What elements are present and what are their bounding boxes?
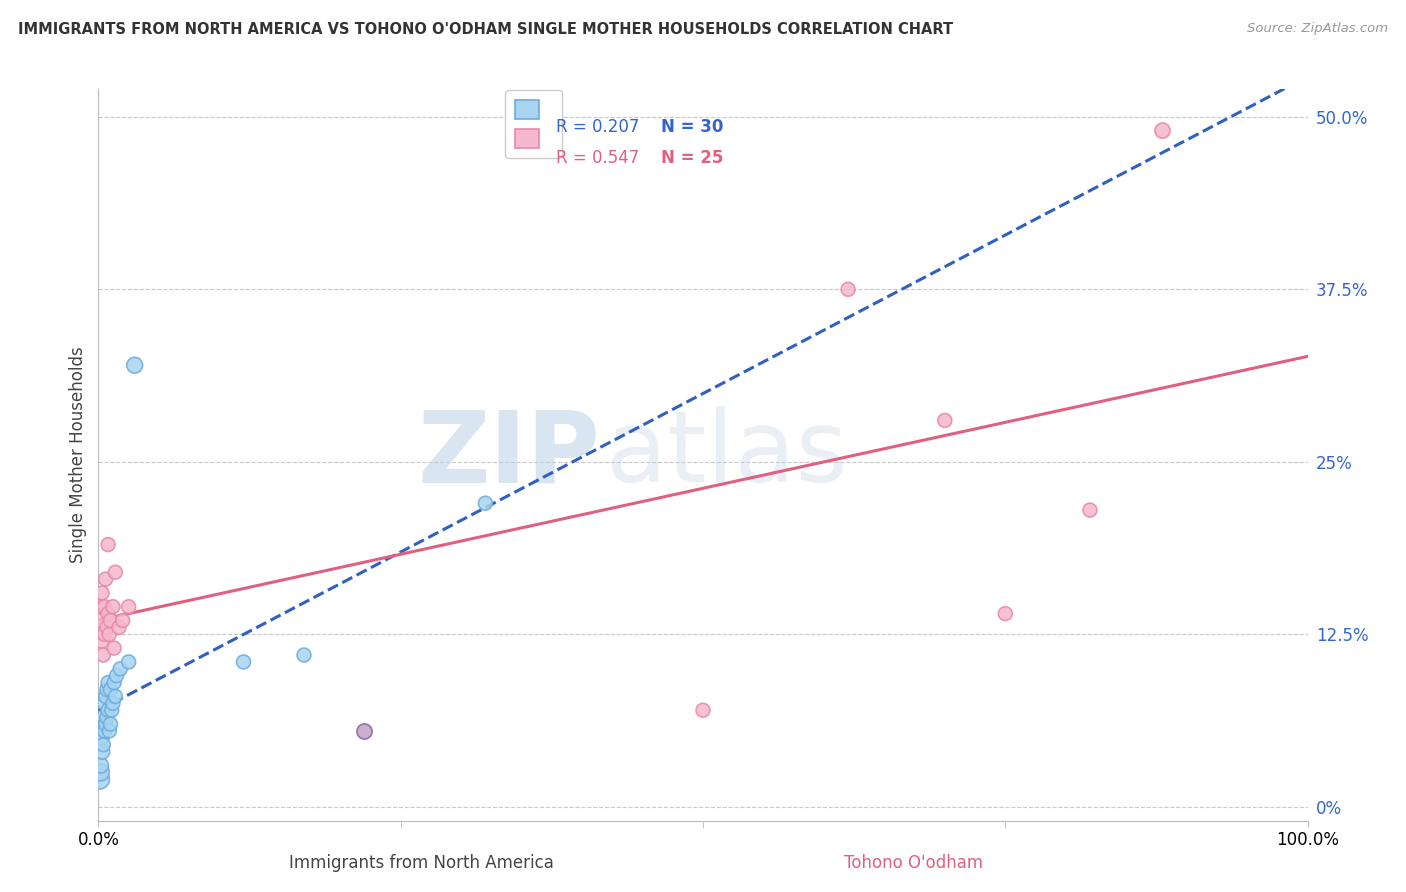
- Point: [96, 710, 118, 724]
- Text: N = 25: N = 25: [661, 149, 723, 167]
- Point: [97, 607, 120, 621]
- Point: [94, 690, 117, 704]
- Point: [100, 614, 122, 628]
- Point: [93, 723, 115, 738]
- Point: [94, 572, 117, 586]
- Point: [90, 765, 112, 780]
- Text: atlas: atlas: [606, 407, 848, 503]
- Point: [91, 710, 114, 724]
- Text: Source: ZipAtlas.com: Source: ZipAtlas.com: [1247, 22, 1388, 36]
- Point: [934, 413, 956, 427]
- Point: [100, 703, 122, 717]
- Point: [103, 675, 125, 690]
- Point: [111, 614, 134, 628]
- Point: [100, 717, 122, 731]
- Point: [118, 655, 141, 669]
- Point: [90, 758, 112, 772]
- Point: [118, 599, 141, 614]
- Point: [89, 614, 111, 628]
- Text: Tohono O'odham: Tohono O'odham: [845, 855, 983, 872]
- Point: [91, 745, 114, 759]
- Point: [837, 282, 859, 296]
- Text: N = 30: N = 30: [661, 118, 723, 136]
- Point: [101, 696, 124, 710]
- Point: [108, 662, 131, 676]
- Point: [692, 703, 714, 717]
- Legend: , : ,: [505, 90, 562, 158]
- Point: [98, 627, 121, 641]
- Point: [96, 620, 118, 634]
- Point: [91, 717, 114, 731]
- Text: ZIP: ZIP: [418, 407, 600, 503]
- Point: [1152, 123, 1174, 137]
- Point: [124, 358, 146, 372]
- Point: [97, 675, 120, 690]
- Point: [93, 696, 115, 710]
- Point: [232, 655, 254, 669]
- Point: [93, 599, 115, 614]
- Point: [91, 586, 114, 600]
- Point: [108, 620, 131, 634]
- Point: [91, 731, 114, 745]
- Point: [91, 738, 114, 752]
- Point: [474, 496, 496, 510]
- Point: [105, 669, 128, 683]
- Text: R = 0.547: R = 0.547: [555, 149, 638, 167]
- Point: [89, 772, 111, 787]
- Point: [1078, 503, 1101, 517]
- Point: [994, 607, 1017, 621]
- Text: Immigrants from North America: Immigrants from North America: [290, 855, 554, 872]
- Text: IMMIGRANTS FROM NORTH AMERICA VS TOHONO O'ODHAM SINGLE MOTHER HOUSEHOLDS CORRELA: IMMIGRANTS FROM NORTH AMERICA VS TOHONO …: [18, 22, 953, 37]
- Point: [292, 648, 315, 662]
- Point: [104, 566, 127, 580]
- Point: [90, 599, 112, 614]
- Point: [100, 682, 122, 697]
- Point: [96, 682, 118, 697]
- Point: [91, 648, 114, 662]
- Text: R = 0.207: R = 0.207: [555, 118, 638, 136]
- Y-axis label: Single Mother Households: Single Mother Households: [69, 347, 87, 563]
- Point: [91, 634, 114, 648]
- Point: [103, 641, 125, 656]
- Point: [104, 690, 127, 704]
- Point: [94, 717, 117, 731]
- Point: [353, 723, 375, 738]
- Point: [98, 723, 121, 738]
- Point: [101, 599, 124, 614]
- Point: [97, 538, 120, 552]
- Point: [97, 703, 120, 717]
- Point: [93, 627, 115, 641]
